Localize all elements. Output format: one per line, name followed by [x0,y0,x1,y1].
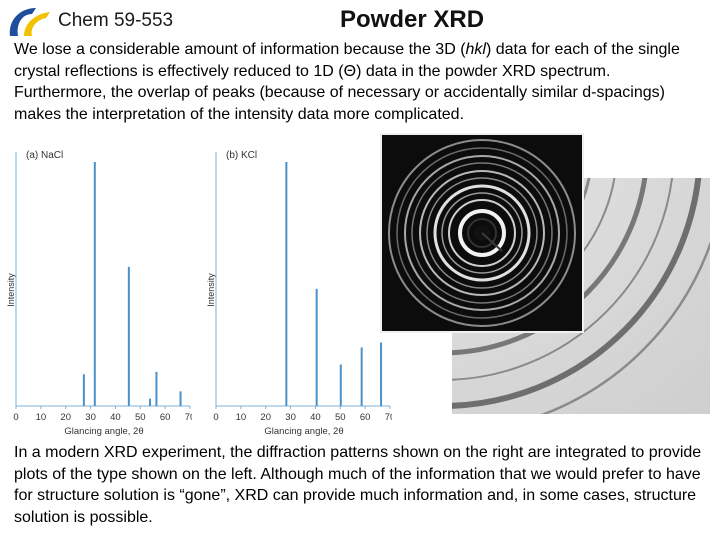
chart-nacl: (a) NaCl Intensity Glancing angle, 2θ 0 1… [2,140,192,440]
x-tick-label: 30 [285,412,296,423]
chart-nacl-svg: (a) NaCl Intensity Glancing angle, 2θ 0 1… [6,150,192,437]
hkl-italic: hkl [465,41,486,58]
x-tick-label: 40 [110,412,121,423]
x-tick-label: 10 [236,412,247,423]
theta-symbol: Θ [343,62,357,80]
slide-title: Powder XRD [340,6,485,33]
x-tick-label: 0 [213,412,218,423]
x-tick-label: 10 [36,412,47,423]
x-tick-label: 60 [160,412,171,423]
x-tick-label: 50 [135,412,146,423]
powder-ring-image [380,133,584,333]
logo-yellow-swoosh [24,12,50,36]
x-tick-label: 60 [360,412,371,423]
x-tick-label: 20 [60,412,71,423]
university-logo [9,8,50,36]
x-tick-label: 30 [85,412,96,423]
chart-kcl: (b) KCl Intensity Glancing angle, 2θ 0 10… [202,140,392,440]
x-tick-label: 70 [185,412,192,423]
intro-paragraph: We lose a considerable amount of informa… [14,39,704,125]
x-axis-label: Glancing angle, 2θ [64,426,143,437]
logo-blue-swoosh [9,8,36,36]
outro-paragraph: In a modern XRD experiment, the diffract… [14,444,702,526]
x-tick-label: 50 [335,412,346,423]
x-tick-label: 20 [260,412,271,423]
x-tick-label: 0 [13,412,18,423]
chart-kcl-svg: (b) KCl Intensity Glancing angle, 2θ 0 10… [206,150,392,437]
y-axis-label: Intensity [6,273,16,307]
y-axis-label: Intensity [206,273,216,307]
course-code: Chem 59-553 [58,10,174,31]
intro-text-2: ) data for each of the single crystal re… [14,41,680,80]
powder-ring-detector-photo [380,133,584,333]
x-tick-label: 40 [310,412,321,423]
x-tick-label: 70 [385,412,392,423]
panel-label: (b) KCl [226,150,257,161]
x-axis-label: Glancing angle, 2θ [264,426,343,437]
intro-text-3: ) data in the powder XRD spectrum. Furth… [14,62,665,123]
panel-label: (a) NaCl [26,150,63,161]
intro-text-1: We lose a considerable amount of informa… [14,41,466,58]
